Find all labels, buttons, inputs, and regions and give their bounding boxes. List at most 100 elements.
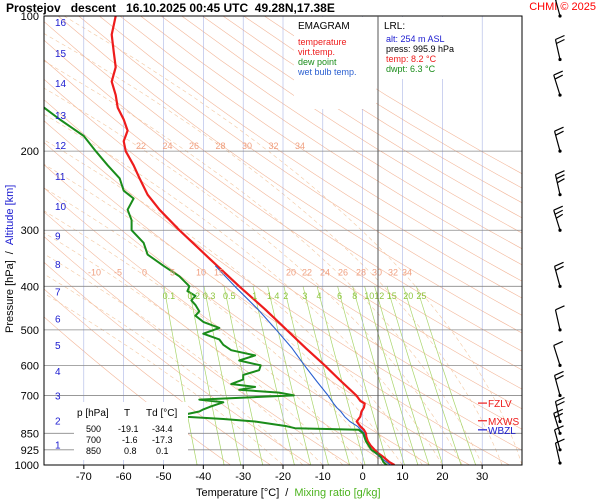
table-header-p: p [hPa] bbox=[77, 408, 109, 419]
table-cell: 0.8 bbox=[124, 446, 137, 456]
wind-barb bbox=[554, 170, 565, 197]
adiabat-label: 26 bbox=[338, 267, 348, 277]
mixing-ratio-label: 4 bbox=[317, 291, 322, 301]
mixing-ratio-label: 25 bbox=[416, 291, 426, 301]
wind-barb-flag bbox=[555, 213, 564, 219]
wind-barb-base bbox=[558, 284, 562, 288]
wind-barb-flag bbox=[555, 130, 564, 136]
level-marker-wbzl: WBZL bbox=[488, 426, 516, 437]
pressure-tick-label: 300 bbox=[21, 225, 39, 237]
wind-barb bbox=[554, 396, 565, 424]
adiabat-label: 26 bbox=[189, 141, 199, 151]
pressure-tick-label: 925 bbox=[21, 445, 39, 457]
copyright-label: CHMI © 2025 bbox=[529, 1, 596, 13]
temperature-line bbox=[110, 16, 396, 465]
wind-barb-base bbox=[558, 328, 562, 332]
wind-barb-flag bbox=[555, 34, 565, 41]
wind-barb bbox=[553, 205, 564, 232]
wind-barb-staff bbox=[553, 266, 561, 287]
adiabat-label: 32 bbox=[269, 141, 279, 151]
level-marker-fzlv: FZLV bbox=[488, 399, 512, 410]
wind-barb-flag bbox=[556, 38, 565, 45]
legend-item-virt-temp: virt.temp. bbox=[298, 47, 335, 57]
temperature-tick-label: -60 bbox=[116, 471, 132, 483]
lrl-alt: alt: 254 m ASL bbox=[386, 34, 445, 44]
mixing-ratio-label: 1.4 bbox=[267, 291, 280, 301]
lrl-dwpt: dwpt: 6.3 °C bbox=[386, 64, 436, 74]
temperature-tick-label: -40 bbox=[195, 471, 211, 483]
adiabat-label: 28 bbox=[216, 141, 226, 151]
altitude-tick-label: 3 bbox=[55, 391, 61, 402]
wind-barb bbox=[553, 370, 564, 398]
moist-adiabat bbox=[44, 187, 383, 465]
adiabat-label: 24 bbox=[163, 141, 173, 151]
altitude-tick-label: 1 bbox=[55, 441, 61, 452]
wind-barb-base bbox=[558, 431, 562, 435]
dry-adiabat bbox=[44, 39, 522, 371]
table-cell: 0.1 bbox=[156, 446, 169, 456]
mixing-ratio-label: 15 bbox=[387, 291, 397, 301]
wind-barb-staff bbox=[553, 74, 561, 96]
dew-point-line bbox=[44, 106, 388, 465]
pressure-tick-label: 200 bbox=[21, 146, 39, 158]
y-axis-label: Pressure [hPa]/Altitude [km] bbox=[4, 185, 16, 333]
mixing-ratio-label: 2 bbox=[283, 291, 288, 301]
pressure-tick-label: 400 bbox=[21, 281, 39, 293]
wind-barb-flag bbox=[553, 340, 563, 346]
table-header-t: T bbox=[124, 408, 130, 419]
wind-barb-base bbox=[558, 363, 562, 367]
wind-barb-flag bbox=[555, 265, 564, 271]
mixing-ratio-label: 0.5 bbox=[223, 291, 236, 301]
wind-barb bbox=[554, 438, 565, 465]
wind-barb-staff bbox=[553, 413, 561, 434]
table-cell: -34.4 bbox=[152, 424, 173, 434]
adiabat-label: 34 bbox=[295, 141, 305, 151]
adiabat-label: 32 bbox=[388, 267, 398, 277]
mixing-ratio-label: 6 bbox=[337, 291, 342, 301]
temperature-tick-label: -30 bbox=[235, 471, 251, 483]
wind-barb-flag bbox=[556, 400, 565, 407]
wind-barb-flag bbox=[553, 205, 563, 211]
wind-barb-flag bbox=[554, 261, 564, 267]
wind-barb-base bbox=[558, 448, 562, 452]
lrl-title: LRL: bbox=[384, 21, 405, 32]
dry-adiabat bbox=[140, 16, 522, 266]
mixing-ratio-label: 0.3 bbox=[203, 291, 216, 301]
wind-barb-base bbox=[558, 14, 562, 18]
temperature-tick-label: -70 bbox=[76, 471, 92, 483]
moist-adiabat bbox=[44, 163, 403, 465]
dry-adiabat bbox=[202, 16, 522, 219]
temperature-tick-label: -20 bbox=[275, 471, 291, 483]
pressure-tick-label: 100 bbox=[21, 11, 39, 23]
moist-adiabat bbox=[44, 293, 284, 465]
temperature-tick-label: -10 bbox=[315, 471, 331, 483]
altitude-tick-label: 14 bbox=[55, 79, 67, 90]
legend-item-dew-point: dew point bbox=[298, 57, 337, 67]
wind-barb-flag bbox=[554, 209, 564, 215]
plot-frame bbox=[43, 15, 523, 466]
altitude-tick-label: 2 bbox=[55, 416, 61, 427]
dry-adiabat bbox=[161, 16, 522, 250]
altitude-tick-label: 4 bbox=[55, 367, 61, 378]
altitude-tick-label: 9 bbox=[55, 231, 61, 242]
wind-barb-staff bbox=[553, 210, 561, 231]
adiabat-label: 28 bbox=[356, 267, 366, 277]
mixing-ratio-label: 20 bbox=[403, 291, 413, 301]
wind-barb bbox=[553, 340, 563, 367]
wind-barb-flag bbox=[555, 396, 565, 403]
pressure-tick-label: 700 bbox=[21, 390, 39, 402]
wind-barb-base bbox=[558, 419, 562, 424]
legend: EMAGRAM temperature virt.temp. dew point… bbox=[294, 17, 376, 109]
wind-barb-base bbox=[558, 393, 562, 398]
pressure-tick-label: 850 bbox=[21, 428, 39, 440]
wind-barb-staff bbox=[553, 345, 561, 366]
altitude-tick-label: 16 bbox=[55, 18, 67, 29]
wind-barb-staff bbox=[553, 429, 561, 450]
wind-barb-flag bbox=[553, 70, 563, 76]
wind-barb-base bbox=[558, 193, 562, 197]
wind-barb-flag bbox=[556, 174, 565, 180]
wind-barb-flag bbox=[555, 170, 565, 176]
wind-barb-staff bbox=[553, 375, 561, 396]
altitude-tick-label: 6 bbox=[55, 315, 61, 326]
